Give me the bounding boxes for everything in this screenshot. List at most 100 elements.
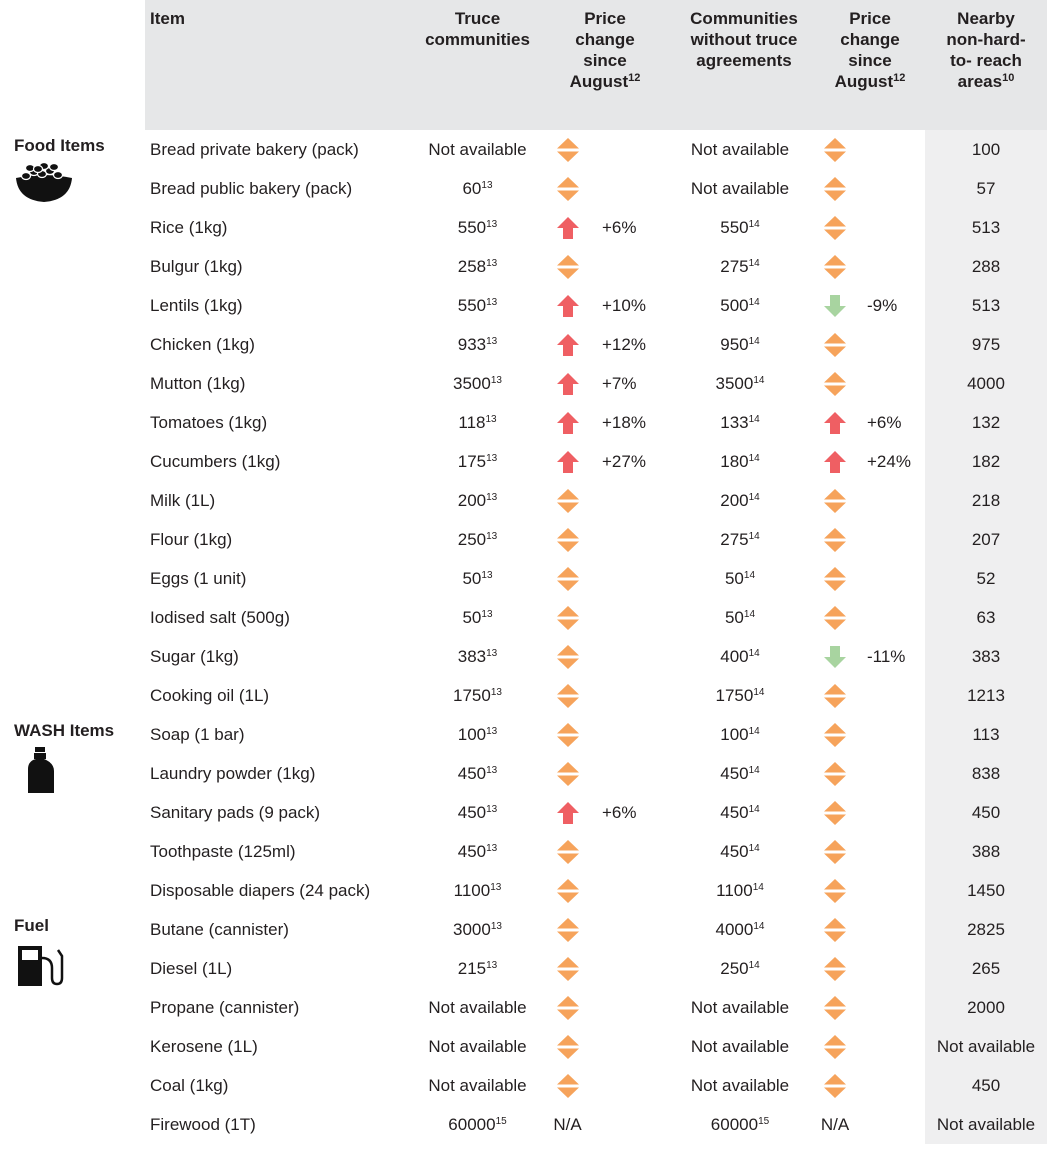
nearby-price: 52 [925, 559, 1047, 598]
price-value: 258 [457, 256, 487, 276]
arrow-up-half [556, 1034, 579, 1045]
change-icon-up [824, 450, 846, 473]
price-cell: Not available [665, 988, 815, 1027]
table-row: Cucumbers (1kg) 17513 +27% 18014 +24% 182 [0, 442, 1047, 481]
nearby-price: 383 [925, 637, 1047, 676]
nearby-price: 100 [925, 130, 1047, 169]
change-label-cell [590, 949, 665, 988]
price-value: Not available [690, 1075, 790, 1095]
nearby-price: 1213 [925, 676, 1047, 715]
header-row: Item Truce communities Price change since … [0, 0, 1047, 130]
price-cell: Not available [410, 1066, 545, 1105]
arrow-down-half [556, 736, 579, 747]
change-label-cell [855, 208, 925, 247]
grain [52, 170, 64, 180]
change-label-cell: +6% [590, 793, 665, 832]
arrow-up-half [824, 995, 846, 1006]
change-icon-same [556, 956, 579, 981]
arrow-down-half [824, 541, 846, 552]
change-icon-cell [545, 559, 590, 598]
change-label-cell: -11% [855, 637, 925, 676]
price-cell: 20014 [665, 481, 815, 520]
header-wrap: Nearby non-hard- to- reach areas10 [939, 8, 1034, 92]
change-icon-cell [545, 910, 590, 949]
item-name: Toothpaste (125ml) [150, 841, 296, 861]
table-row: Diesel (1L) 21513 25014 265 [0, 949, 1047, 988]
change-icon-same [824, 254, 846, 279]
price-value: Not available [428, 1036, 527, 1056]
price-cell: 300013 [410, 910, 545, 949]
arrow-up-half [556, 839, 579, 850]
arrow-down-half [556, 658, 579, 669]
header-cell: Communities without truce agreements [665, 0, 815, 130]
price-value: 1750 [715, 685, 754, 705]
change-icon-cell [815, 832, 855, 871]
price-value: 3500 [715, 373, 754, 393]
footnote: 13 [490, 881, 502, 893]
arrow-down-half [824, 775, 846, 786]
arrow-up [556, 294, 579, 317]
price-value: 400 [720, 646, 749, 666]
price-cell: 21513 [410, 949, 545, 988]
change-icon-cell [545, 403, 590, 442]
footnote: 13 [486, 530, 498, 542]
change-label-cell: +10% [590, 286, 665, 325]
arrow-up-half [556, 1073, 579, 1084]
nearby-price: 838 [925, 754, 1047, 793]
header-cell: Truce communities [410, 0, 545, 130]
change-icon-cell [545, 247, 590, 286]
footnote: 13 [486, 491, 498, 503]
price-cell: Not available [665, 130, 815, 169]
item-name: Eggs (1 unit) [150, 568, 247, 588]
arrow-up-half [556, 176, 579, 187]
change-icon-cell [815, 910, 855, 949]
change-label-cell [855, 325, 925, 364]
price-value: Not available [428, 1075, 527, 1095]
arrow-down-half [824, 970, 846, 981]
nearby-price: 265 [925, 949, 1047, 988]
price-cell: Not available [665, 1027, 815, 1066]
arrow-down-half [556, 1048, 579, 1059]
table-row: Coal (1kg) Not available Not available 450 [0, 1066, 1047, 1105]
footnote: 14 [748, 452, 760, 464]
change-icon-same [556, 722, 579, 747]
arrow-up [556, 801, 579, 824]
change-icon-cell [815, 481, 855, 520]
table-row: Cooking oil (1L) 175013 175014 1213 [0, 676, 1047, 715]
table-row: Sanitary pads (9 pack) 45013 +6% 45014 450 [0, 793, 1047, 832]
price-value: 550 [457, 217, 487, 237]
table-row: Toothpaste (125ml) 45013 45014 388 [0, 832, 1047, 871]
footnote: 13 [481, 608, 493, 620]
arrow-down-half [824, 190, 846, 201]
price-value: 250 [720, 958, 749, 978]
price-value: 215 [457, 958, 487, 978]
change-icon-cell [815, 676, 855, 715]
footnote: 14 [753, 686, 765, 698]
nearby-price: 207 [925, 520, 1047, 559]
arrow-down-half [824, 814, 846, 825]
price-cell: 350014 [665, 364, 815, 403]
change-label: +6% [602, 802, 637, 822]
header-wrap: Item [150, 8, 406, 29]
arrow-up-half [824, 137, 846, 148]
change-icon-same [556, 137, 579, 162]
bottle [28, 753, 54, 793]
change-label-cell [855, 1105, 925, 1144]
price-cell: 40014 [665, 637, 815, 676]
item-name: Rice (1kg) [150, 217, 228, 237]
change-icon-same [556, 761, 579, 786]
group-icon-fuel [18, 946, 64, 986]
change-icon-up [556, 333, 579, 356]
change-icon-same [824, 137, 846, 162]
price-value: 100 [720, 724, 749, 744]
arrow-up-half [824, 605, 846, 616]
nearby-price: 975 [925, 325, 1047, 364]
nearby-price: 63 [925, 598, 1047, 637]
change-icon-down [824, 645, 846, 668]
change-icon-cell [815, 169, 855, 208]
change-icon-same [824, 1073, 846, 1098]
change-icon-same [824, 215, 846, 240]
table-row: Sugar (1kg) 38313 40014 -11% 383 [0, 637, 1047, 676]
bowl [16, 175, 72, 202]
change-icon-cell [545, 442, 590, 481]
